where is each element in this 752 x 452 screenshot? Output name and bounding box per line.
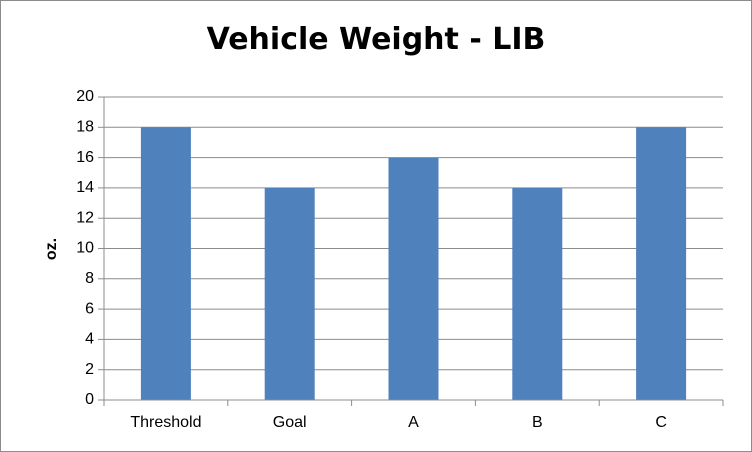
y-tick-label: 2: [85, 361, 94, 378]
x-tick-label: Goal: [273, 414, 307, 431]
y-tick-label: 20: [76, 88, 94, 105]
y-tick-label: 6: [85, 300, 94, 317]
x-tick-label: Threshold: [130, 414, 201, 431]
x-tick-labels: Threshold Goal A B C: [103, 400, 724, 431]
y-tick-label: 12: [76, 209, 94, 226]
x-tick-label: A: [408, 414, 419, 431]
y-tick-label: 10: [76, 240, 94, 257]
x-tick-label: C: [655, 414, 667, 431]
y-tick-label: 8: [85, 270, 94, 287]
y-tick-label: 18: [76, 119, 94, 136]
y-tick-label: 14: [76, 179, 94, 196]
bar-threshold: [140, 127, 191, 401]
y-tick-label: 0: [85, 391, 94, 408]
bar-b: [512, 187, 563, 400]
chart-title: Vehicle Weight - LIB: [206, 22, 546, 57]
bar-c: [636, 127, 687, 401]
x-tick-label: B: [532, 414, 543, 431]
bar-a: [388, 157, 439, 400]
y-tick-label: 4: [85, 331, 94, 348]
y-tick-label: 16: [76, 149, 94, 166]
y-axis-label: oz.: [43, 238, 60, 260]
bar-goal: [264, 187, 315, 400]
bars: [140, 127, 687, 401]
y-tick-labels: 0 2 4 6 8 10 12 14 16 18 20: [76, 88, 104, 408]
